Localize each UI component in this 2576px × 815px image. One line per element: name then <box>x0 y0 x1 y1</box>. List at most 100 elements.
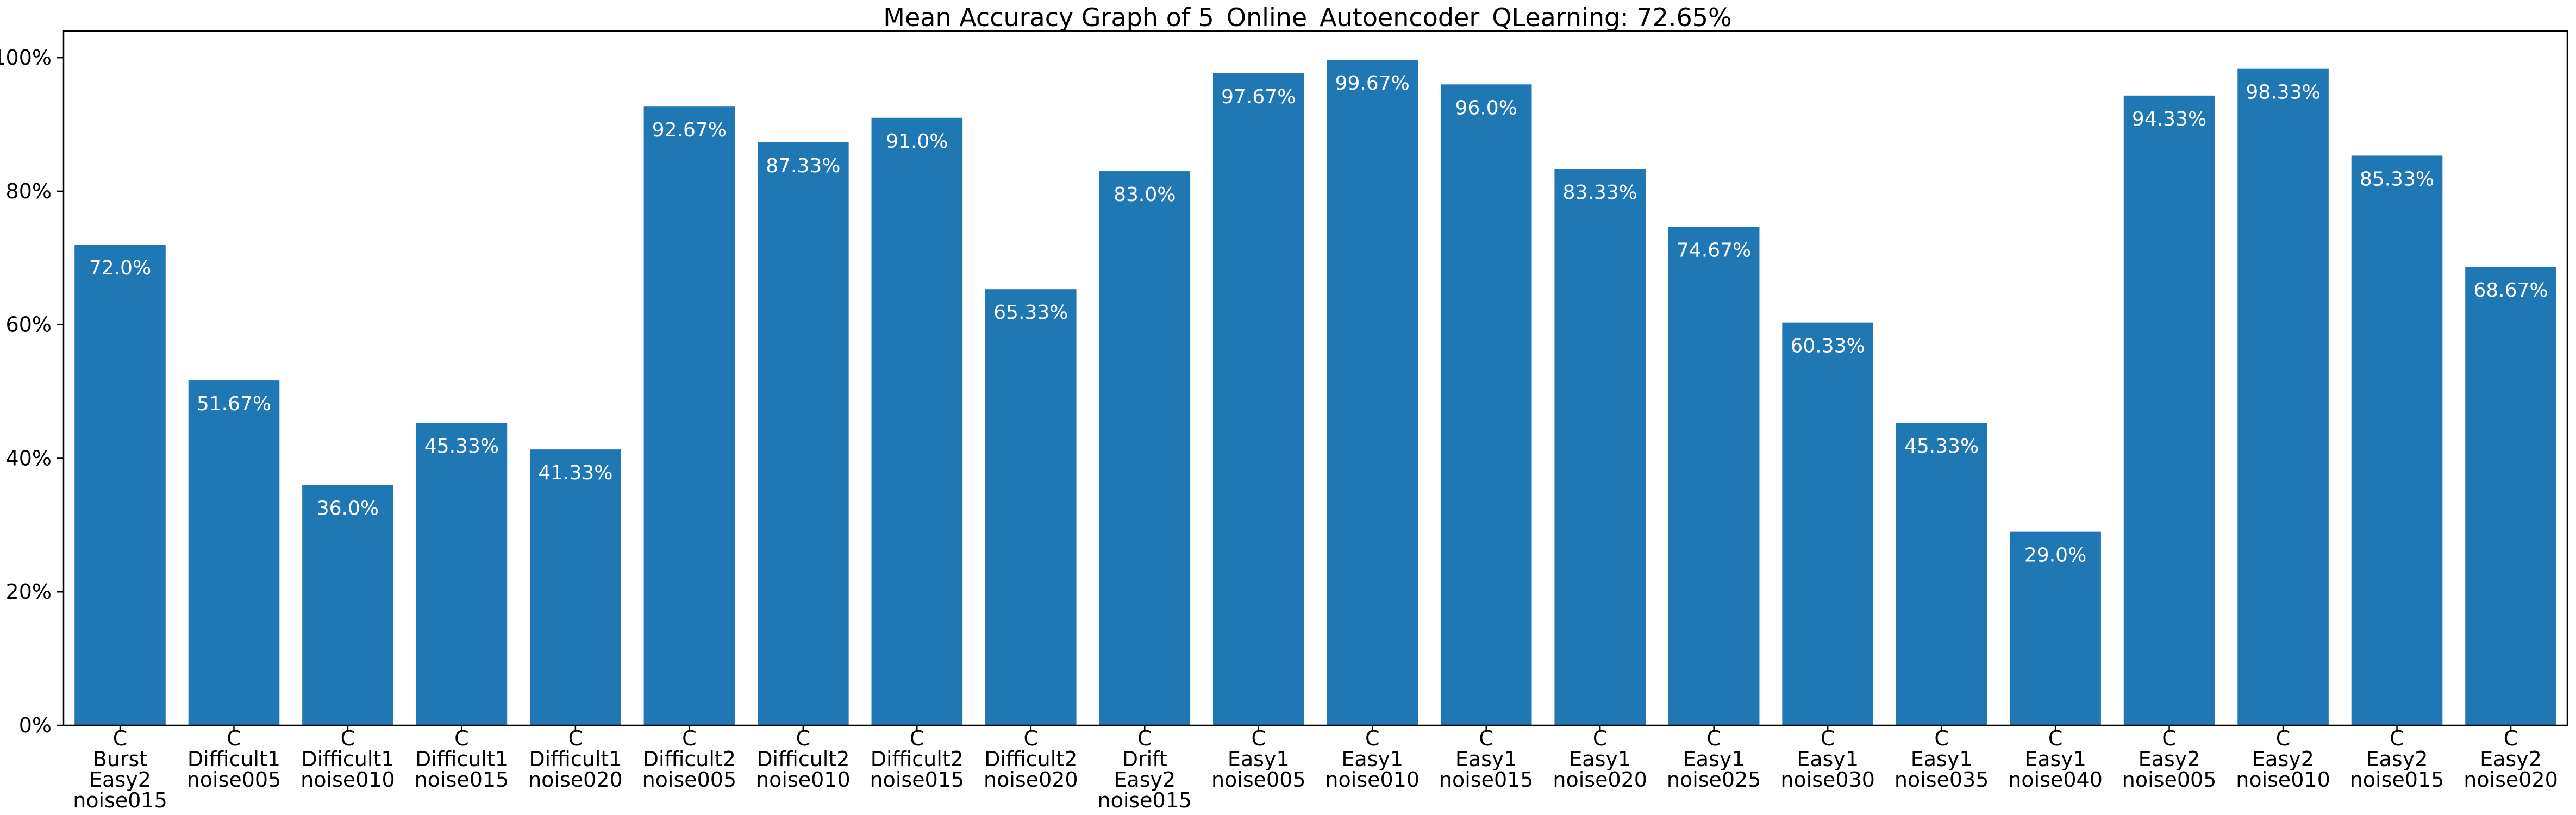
x-tick-label-line: Easy1 <box>1911 747 1973 771</box>
x-tick-label-line: Easy1 <box>1228 747 1290 771</box>
x-tick-label-line: noise015 <box>415 768 509 792</box>
x-tick-label-line: noise015 <box>73 788 167 812</box>
x-tick-label-line: Difficult2 <box>643 747 736 771</box>
bar-6 <box>758 142 849 726</box>
data-labels-layer: 72.0% 51.67% 36.0% 45.33% 41.33% 92.67% 87.33%… <box>89 72 2548 566</box>
x-tick-label-line: C <box>1137 726 1152 750</box>
x-tick-label-18: C Easy2 noise005 <box>2122 726 2217 792</box>
x-tick-label-line: Difficult2 <box>756 747 849 771</box>
x-tick-label-8: C Difficult2 noise020 <box>984 726 1078 792</box>
x-tick-label-line: C <box>910 726 924 750</box>
x-tick-label-line: C <box>682 726 697 750</box>
x-tick-label-11: C Easy1 noise010 <box>1325 726 1420 792</box>
x-tick-label-line: C <box>568 726 583 750</box>
y-tick-label-5: 100% <box>0 46 52 70</box>
x-tick-label-line: noise040 <box>2008 768 2103 792</box>
x-tick-label-line: Easy2 <box>89 768 151 792</box>
x-tick-label-line: Easy1 <box>1683 747 1745 771</box>
bar-10 <box>1212 73 1304 725</box>
data-label-9: 83.0% <box>1114 184 1176 206</box>
bar-0 <box>74 244 166 726</box>
data-label-8: 65.33% <box>993 302 1068 324</box>
y-tick-label-2: 40% <box>6 446 52 470</box>
x-tick-label-16: C Easy1 noise035 <box>1895 726 1989 792</box>
bar-13 <box>1554 169 1646 725</box>
x-tick-label-21: C Easy2 noise020 <box>2464 726 2558 792</box>
data-label-12: 96.0% <box>1455 97 1517 119</box>
data-label-15: 60.33% <box>1790 335 1865 358</box>
x-tick-label-line: noise020 <box>1553 768 1647 792</box>
bar-18 <box>2123 95 2215 726</box>
data-label-13: 83.33% <box>1563 181 1637 204</box>
x-tick-label-line: Drift <box>1122 747 1167 771</box>
x-tick-label-line: C <box>2048 726 2063 750</box>
bar-4 <box>530 449 621 725</box>
data-label-0: 72.0% <box>89 257 151 279</box>
bar-5 <box>643 106 735 726</box>
bar-21 <box>2465 267 2556 725</box>
x-tick-label-line: C <box>1479 726 1493 750</box>
x-tick-label-line: C <box>2276 726 2291 750</box>
bar-15 <box>1782 322 1873 725</box>
x-tick-label-line: Easy1 <box>1569 747 1631 771</box>
x-tick-label-line: Burst <box>93 747 147 771</box>
bar-1 <box>188 380 280 725</box>
x-tick-label-17: C Easy1 noise040 <box>2008 726 2103 792</box>
x-tick-label-line: C <box>113 726 128 750</box>
x-tick-label-14: C Easy1 noise025 <box>1667 726 1761 792</box>
y-tick-label-4: 80% <box>6 179 52 203</box>
x-tick-label-line: noise005 <box>1211 768 1306 792</box>
x-tick-label-line: noise005 <box>642 768 737 792</box>
x-tick-label-line: noise035 <box>1895 768 1989 792</box>
data-label-5: 92.67% <box>652 119 727 141</box>
x-tick-label-line: C <box>2504 726 2518 750</box>
bar-20 <box>2351 155 2443 726</box>
x-tick-label-line: C <box>1706 726 1721 750</box>
x-tick-label-10: C Easy1 noise005 <box>1211 726 1306 792</box>
x-tick-label-line: noise015 <box>1439 768 1534 792</box>
y-tick-label-3: 60% <box>6 313 52 337</box>
x-tick-label-line: noise015 <box>2350 768 2444 792</box>
x-tick-label-line: noise010 <box>1325 768 1420 792</box>
data-label-4: 41.33% <box>538 462 612 484</box>
x-tick-label-line: Easy2 <box>1114 768 1176 792</box>
x-tick-label-line: Easy1 <box>1455 747 1517 771</box>
x-tick-label-line: Easy2 <box>2139 747 2200 771</box>
bar-14 <box>1668 227 1760 725</box>
data-label-6: 87.33% <box>766 155 840 177</box>
x-tick-label-line: C <box>1821 726 1835 750</box>
data-label-16: 45.33% <box>1904 435 1979 457</box>
x-tick-label-line: noise010 <box>301 768 395 792</box>
x-tick-label-5: C Difficult2 noise005 <box>642 726 737 792</box>
data-label-3: 45.33% <box>424 435 499 457</box>
chart-title: Mean Accuracy Graph of 5_Online_Autoenco… <box>883 3 1731 32</box>
x-tick-label-9: C Drift Easy2 noise015 <box>1097 726 1192 812</box>
bar-11 <box>1327 60 1418 726</box>
x-tick-label-line: C <box>796 726 811 750</box>
x-tick-label-line: C <box>1024 726 1039 750</box>
bar-19 <box>2237 68 2329 725</box>
bar-16 <box>1896 422 1987 725</box>
bar-2 <box>302 485 393 725</box>
x-tick-label-line: noise010 <box>756 768 851 792</box>
bar-9 <box>1099 171 1191 725</box>
y-tick-label-1: 20% <box>6 580 52 604</box>
x-tick-label-line: Easy1 <box>1797 747 1859 771</box>
x-tick-label-7: C Difficult2 noise015 <box>870 726 965 792</box>
bar-3 <box>416 422 508 725</box>
data-label-14: 74.67% <box>1677 239 1751 261</box>
x-tick-label-12: C Easy1 noise015 <box>1439 726 1534 792</box>
x-tick-label-line: noise020 <box>984 768 1078 792</box>
x-tick-label-line: Easy2 <box>2252 747 2314 771</box>
x-tick-label-line: Difficult2 <box>984 747 1077 771</box>
bar-7 <box>871 117 963 725</box>
x-tick-label-line: C <box>1934 726 1949 750</box>
x-tick-label-line: Easy1 <box>2024 747 2086 771</box>
x-tick-label-0: C Burst Easy2 noise015 <box>73 726 167 812</box>
x-tick-label-line: Difficult1 <box>529 747 622 771</box>
x-tick-label-line: noise030 <box>1780 768 1875 792</box>
x-tick-label-line: Easy1 <box>1341 747 1403 771</box>
data-label-7: 91.0% <box>886 130 948 153</box>
x-tick-label-line: Easy2 <box>2480 747 2542 771</box>
